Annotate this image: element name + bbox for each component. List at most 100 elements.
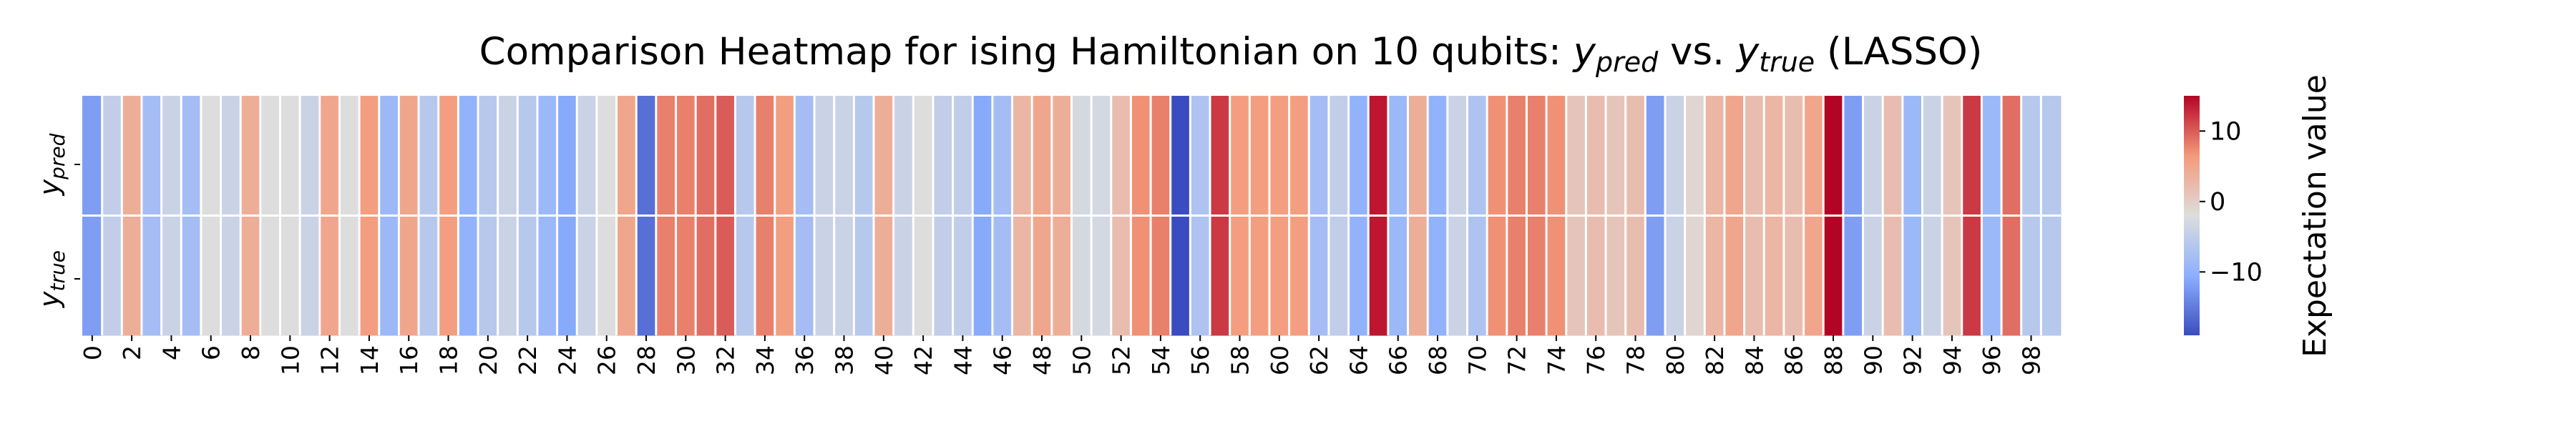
cell-true-74	[1546, 215, 1567, 336]
cell-pred-50	[1071, 96, 1092, 216]
colorbar-tick-label--10: −10	[2210, 258, 2263, 287]
cell-true-33	[735, 215, 756, 336]
x-tick-label-70: 70	[1463, 345, 1491, 375]
title-true-symbol: y	[1735, 30, 1760, 74]
cell-true-28	[636, 215, 657, 336]
x-tick-label-46: 46	[989, 345, 1017, 375]
cell-pred-29	[655, 96, 676, 216]
cell-true-95	[1961, 215, 1982, 336]
cell-pred-51	[1091, 96, 1112, 216]
colorbar: 10 0 −10 Expectation value	[2184, 74, 2333, 358]
x-tick-label-4: 4	[157, 345, 185, 360]
cell-true-35	[774, 215, 795, 336]
cell-true-94	[1942, 215, 1963, 336]
cell-true-57	[1210, 215, 1231, 336]
x-tick-label-88: 88	[1820, 345, 1848, 375]
cell-true-79	[1645, 215, 1666, 336]
chart-title: Comparison Heatmap for ising Hamiltonian…	[479, 30, 1983, 78]
cell-pred-75	[1566, 96, 1586, 216]
x-tick-label-18: 18	[435, 345, 463, 375]
cell-true-6	[200, 215, 222, 336]
x-tick-label-96: 96	[1978, 345, 2006, 375]
cell-pred-96	[1981, 96, 2002, 216]
cell-true-51	[1091, 215, 1112, 336]
cell-pred-31	[696, 96, 716, 216]
cell-true-3	[141, 215, 162, 336]
cell-pred-16	[399, 96, 419, 216]
cell-true-86	[1783, 215, 1805, 336]
x-tick-label-20: 20	[474, 345, 502, 375]
x-tick-label-24: 24	[553, 345, 581, 375]
cell-pred-10	[280, 96, 301, 216]
cell-pred-30	[675, 96, 696, 216]
cell-true-26	[596, 215, 618, 336]
cell-pred-88	[1823, 96, 1844, 216]
x-tick-label-10: 10	[276, 345, 304, 375]
title-middle: vs.	[1658, 30, 1737, 74]
cell-pred-12	[319, 96, 340, 216]
cell-true-85	[1764, 215, 1785, 336]
cell-true-10	[280, 215, 301, 336]
cell-true-73	[1526, 215, 1547, 336]
cell-pred-55	[1170, 96, 1191, 216]
cell-pred-8	[240, 96, 261, 216]
cell-pred-7	[220, 96, 241, 216]
cell-pred-14	[359, 96, 380, 216]
cell-pred-43	[932, 96, 954, 216]
cell-true-15	[379, 215, 399, 336]
cell-true-20	[478, 215, 499, 336]
cell-pred-35	[774, 96, 795, 216]
x-tick-label-2: 2	[118, 345, 146, 360]
cell-pred-26	[596, 96, 618, 216]
cell-pred-64	[1348, 96, 1369, 216]
cell-true-67	[1407, 215, 1428, 336]
colorbar-ticks: 10 0 −10	[2200, 117, 2263, 287]
cell-true-40	[874, 215, 894, 336]
cell-pred-76	[1586, 96, 1606, 216]
cell-true-17	[419, 215, 439, 336]
cell-true-53	[1131, 215, 1151, 336]
cell-pred-49	[1051, 96, 1072, 216]
cell-pred-9	[260, 96, 280, 216]
cell-true-62	[1309, 215, 1330, 336]
x-tick-label-40: 40	[870, 345, 898, 375]
cell-true-36	[794, 215, 815, 336]
x-tick-label-94: 94	[1938, 345, 1966, 375]
cell-pred-37	[814, 96, 835, 216]
cell-pred-41	[893, 96, 914, 216]
cell-true-50	[1071, 215, 1092, 336]
y-tick-label-pred: ypred	[34, 133, 69, 196]
cell-pred-66	[1387, 96, 1409, 216]
cell-pred-77	[1606, 96, 1626, 216]
x-tick-label-14: 14	[356, 345, 384, 375]
cell-pred-40	[874, 96, 894, 216]
x-tick-label-6: 6	[197, 345, 225, 360]
cell-true-63	[1328, 215, 1350, 336]
x-tick-label-76: 76	[1582, 345, 1610, 375]
cell-pred-74	[1546, 96, 1567, 216]
cell-true-45	[972, 215, 993, 336]
cell-pred-39	[854, 96, 874, 216]
cell-pred-23	[537, 96, 558, 216]
x-tick-label-84: 84	[1740, 345, 1768, 375]
x-tick-label-26: 26	[593, 345, 621, 375]
cell-true-38	[834, 215, 854, 336]
cell-pred-32	[715, 96, 736, 216]
cell-true-23	[537, 215, 558, 336]
cell-pred-63	[1328, 96, 1350, 216]
cell-pred-47	[1012, 96, 1033, 216]
cell-true-18	[438, 215, 459, 336]
cell-true-72	[1506, 215, 1527, 336]
x-tick-label-48: 48	[1028, 345, 1056, 375]
x-tick-label-50: 50	[1068, 345, 1096, 375]
cell-pred-24	[557, 96, 577, 216]
cell-true-22	[517, 215, 538, 336]
cell-pred-82	[1704, 96, 1725, 216]
x-tick-label-52: 52	[1108, 345, 1136, 375]
x-tick-label-12: 12	[316, 345, 344, 375]
cell-pred-56	[1190, 96, 1211, 216]
cell-true-89	[1843, 215, 1863, 336]
colorbar-gradient	[2184, 96, 2200, 335]
cell-true-52	[1111, 215, 1131, 336]
